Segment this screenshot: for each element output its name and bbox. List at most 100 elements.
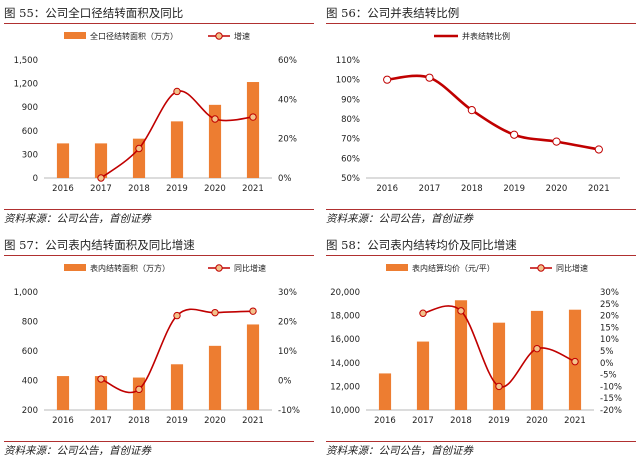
y-left-tick-label: 16,000 bbox=[330, 335, 360, 345]
y-right-tick-label: 0% bbox=[278, 174, 292, 184]
y-right-tick-label: -20% bbox=[600, 406, 622, 416]
y-right-tick-label: -5% bbox=[600, 371, 617, 381]
line-point bbox=[135, 385, 143, 394]
x-tick-label: 2016 bbox=[52, 184, 74, 194]
y-left-tick-label: 600 bbox=[22, 127, 38, 137]
chart-55: 0 300 600 900 1,200 1,500 0% 20% 40% 60% 2016 2017 2… bbox=[14, 31, 297, 194]
x-tick-label: 2019 bbox=[488, 416, 510, 426]
x-tick-label: 2019 bbox=[166, 416, 188, 426]
source-note: 资料来源：公司公告，首创证券 bbox=[326, 213, 473, 225]
bar bbox=[94, 376, 108, 410]
y-left-tick-label: 50% bbox=[341, 174, 360, 184]
bar bbox=[454, 300, 468, 410]
line-point bbox=[594, 145, 603, 154]
x-tick-label: 2019 bbox=[166, 184, 188, 194]
y-left-tick-label: 600 bbox=[22, 347, 38, 357]
y-left-tick-label: 110% bbox=[336, 56, 360, 66]
title-rule bbox=[326, 255, 636, 256]
y-left-tick-label: 0 bbox=[33, 174, 38, 184]
line-point bbox=[211, 115, 219, 123]
y-left-tick-label: 1,500 bbox=[14, 56, 38, 66]
bar bbox=[208, 345, 222, 410]
chart-56: 50% 60% 70% 80% 90% 100% 110% 2016 2017 2018 2019 2… bbox=[336, 31, 620, 194]
y-right-tick-label: 20% bbox=[278, 318, 297, 328]
line-point bbox=[552, 137, 561, 146]
bar bbox=[416, 341, 430, 410]
legend-swatch-bar bbox=[386, 264, 408, 271]
y-left-tick-label: 300 bbox=[22, 150, 38, 160]
y-left-tick-label: 80% bbox=[341, 115, 360, 125]
legend-marker bbox=[215, 32, 223, 40]
bar bbox=[246, 324, 260, 410]
y-right-tick-label: 30% bbox=[600, 288, 619, 298]
x-tick-label: 2020 bbox=[546, 184, 568, 194]
chart-58: 10,000 12,000 14,000 16,000 18,000 20,000 -20%… bbox=[330, 263, 622, 426]
y-right-tick-label: -10% bbox=[600, 382, 622, 392]
x-tick-label: 2019 bbox=[503, 184, 525, 194]
y-right-tick-label: -15% bbox=[600, 394, 622, 404]
bar bbox=[246, 82, 260, 178]
figure-title: 图 56：公司并表结转比例 bbox=[326, 6, 460, 20]
y-left-tick-label: 60% bbox=[341, 154, 360, 164]
x-tick-label: 2016 bbox=[52, 416, 74, 426]
legend-marker bbox=[215, 264, 223, 272]
source-rule bbox=[4, 209, 314, 210]
legend-label-bar: 全口径结转面积（万方） bbox=[90, 31, 178, 41]
x-tick-label: 2021 bbox=[242, 184, 264, 194]
x-tick-label: 2018 bbox=[128, 184, 150, 194]
y-left-tick-label: 14,000 bbox=[330, 359, 360, 369]
line-point bbox=[173, 311, 181, 320]
y-right-tick-label: -10% bbox=[278, 406, 300, 416]
y-right-tick-label: 20% bbox=[600, 312, 619, 322]
y-right-tick-label: 60% bbox=[278, 56, 297, 66]
y-right-tick-label: 25% bbox=[600, 300, 619, 310]
y-right-tick-label: 15% bbox=[600, 323, 619, 333]
line-point bbox=[510, 130, 519, 139]
y-right-tick-label: 0% bbox=[278, 377, 292, 387]
x-tick-label: 2017 bbox=[90, 184, 112, 194]
y-left-tick-label: 900 bbox=[22, 103, 38, 113]
x-tick-label: 2020 bbox=[526, 416, 548, 426]
y-left-tick-label: 800 bbox=[22, 318, 38, 328]
figure-title: 图 58：公司表内结转均价及同比增速 bbox=[326, 238, 517, 252]
bar bbox=[94, 143, 108, 178]
y-left-tick-label: 18,000 bbox=[330, 312, 360, 322]
line-point bbox=[211, 308, 219, 317]
y-left-tick-label: 70% bbox=[341, 135, 360, 145]
bar bbox=[378, 373, 392, 410]
y-left-tick-label: 200 bbox=[22, 406, 38, 416]
legend-label-bar: 表内结算均价（元/平） bbox=[412, 263, 495, 273]
bar bbox=[208, 104, 222, 178]
legend-label-line: 并表结转比例 bbox=[462, 31, 510, 41]
legend-label-bar: 表内结转面积（万方） bbox=[90, 263, 170, 273]
line-point bbox=[135, 144, 143, 153]
x-tick-label: 2021 bbox=[588, 184, 610, 194]
series-line bbox=[387, 74, 600, 151]
source-rule bbox=[326, 209, 636, 210]
y-right-tick-label: 40% bbox=[278, 95, 297, 105]
bar bbox=[132, 377, 146, 410]
x-tick-label: 2020 bbox=[204, 416, 226, 426]
line-point bbox=[571, 357, 579, 366]
line-point bbox=[533, 344, 541, 353]
x-tick-label: 2016 bbox=[376, 184, 398, 194]
line-point bbox=[467, 106, 476, 115]
x-tick-label: 2017 bbox=[90, 416, 112, 426]
legend-label-line: 增速 bbox=[234, 31, 250, 41]
line-point bbox=[173, 87, 181, 96]
y-left-tick-label: 400 bbox=[22, 377, 38, 387]
source-rule bbox=[326, 441, 636, 442]
line-point bbox=[249, 307, 257, 315]
y-right-tick-label: 0% bbox=[600, 359, 614, 369]
bar bbox=[170, 364, 184, 410]
y-right-tick-label: 10% bbox=[600, 335, 619, 345]
y-left-tick-label: 100% bbox=[336, 76, 360, 86]
y-right-tick-label: 20% bbox=[278, 135, 297, 145]
source-rule bbox=[4, 441, 314, 442]
legend-label-line: 同比增速 bbox=[556, 263, 588, 273]
legend-swatch-bar bbox=[64, 32, 86, 39]
source-note: 资料来源：公司公告，首创证券 bbox=[4, 213, 151, 225]
line-point bbox=[457, 307, 465, 315]
x-tick-label: 2017 bbox=[419, 184, 441, 194]
y-right-tick-label: 30% bbox=[278, 288, 297, 298]
